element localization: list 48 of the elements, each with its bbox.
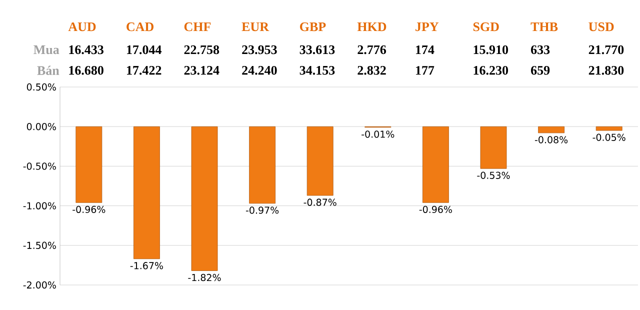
text: 15.910 (474, 45, 508, 54)
y-tick-label: -2.00% (23, 281, 56, 289)
text: 33.613 (300, 45, 335, 54)
text: Mua (34, 45, 60, 54)
y-tick-label: -1.50% (23, 242, 56, 249)
text: 23.953 (242, 45, 277, 54)
x-tick-label: SGD (473, 22, 499, 32)
data-label: -0.01% (362, 130, 394, 138)
x-tick-label: JPY (416, 22, 439, 32)
text: 177 (416, 66, 434, 75)
x-tick-label: CHF (184, 22, 211, 32)
x-tick-label: HKD (357, 22, 386, 32)
text: Bán (37, 66, 60, 75)
x-tick-label: THB (530, 22, 558, 32)
text: 24.240 (242, 66, 277, 75)
text: 16.433 (69, 45, 104, 54)
x-tick-label: GBP (300, 22, 326, 32)
text: 21.770 (588, 45, 624, 54)
data-label: -0.97% (246, 206, 279, 214)
data-label: -0.96% (72, 206, 106, 214)
data-label: -0.08% (534, 136, 568, 144)
x-tick-label: USD (588, 22, 614, 32)
text: 174 (416, 45, 434, 54)
data-label: -0.05% (592, 134, 626, 141)
text: 2.832 (358, 66, 386, 75)
text: 2.776 (358, 45, 386, 54)
text: 16.230 (474, 66, 508, 75)
y-tick-label: 0.50% (26, 83, 56, 91)
text: 23.124 (184, 66, 220, 75)
x-tick-label: CAD (126, 22, 154, 32)
data-label: -0.96% (419, 206, 452, 214)
y-tick-label: 0.00% (26, 122, 56, 130)
text: 34.153 (300, 66, 335, 75)
text: 633 (530, 45, 550, 54)
data-label: -1.67% (130, 262, 163, 270)
text: 17.044 (127, 45, 162, 54)
text: 21.830 (588, 66, 624, 75)
data-label: -0.53% (477, 172, 510, 179)
y-tick-label: -1.00% (23, 202, 56, 210)
text: 659 (530, 66, 550, 75)
text: 22.758 (184, 45, 220, 54)
x-tick-label: AUD (68, 22, 96, 32)
data-label: -1.82% (188, 274, 221, 282)
y-tick-label: -0.50% (23, 162, 56, 170)
text: 17.422 (127, 66, 162, 75)
x-tick-label: EUR (242, 22, 270, 32)
text: 16.680 (69, 66, 104, 75)
data-label: -0.87% (304, 198, 336, 206)
